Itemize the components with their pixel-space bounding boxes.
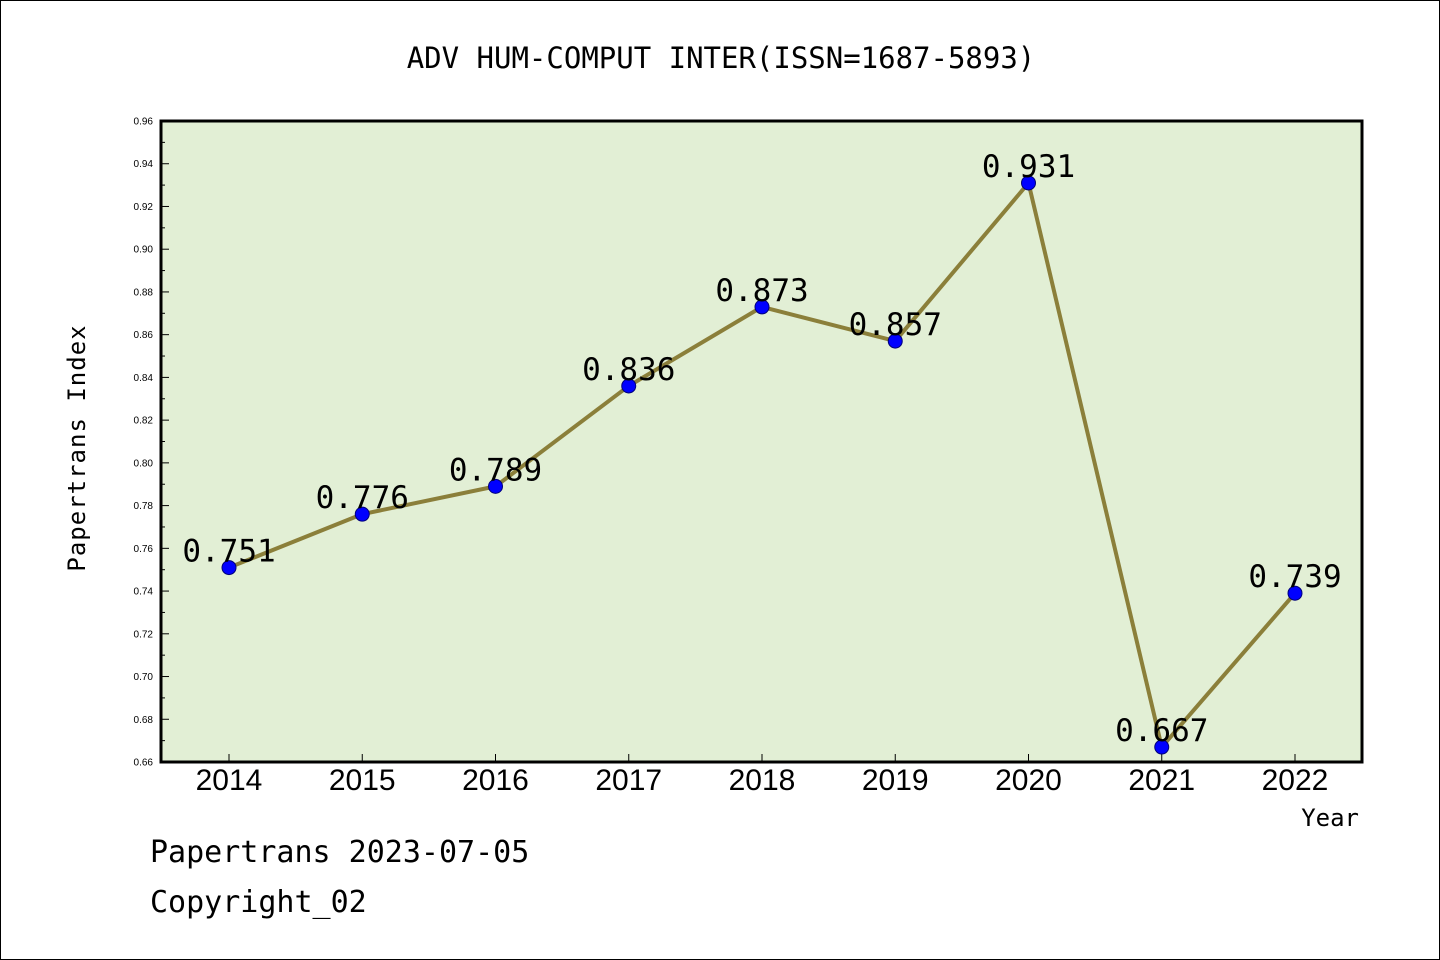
y-tick-label: 0.88 (134, 287, 154, 298)
y-tick-label: 0.76 (134, 544, 154, 555)
plot-area (161, 121, 1362, 762)
x-tick-label: 2014 (196, 764, 263, 797)
x-tick-label: 2020 (995, 764, 1062, 797)
y-tick-label: 0.96 (134, 117, 154, 128)
footer-date: Papertrans 2023-07-05 (150, 835, 530, 870)
footer-copyright: Copyright_02 (150, 885, 367, 920)
data-point (754, 299, 770, 315)
x-tick-label: 2015 (329, 764, 396, 797)
x-tick-label: 2016 (462, 764, 529, 797)
y-tick-label: 0.84 (134, 373, 154, 384)
data-point (1154, 739, 1170, 755)
y-axis-label: Papertrans Index (63, 324, 91, 571)
y-tick-label: 0.92 (134, 202, 154, 213)
data-point (1021, 175, 1036, 191)
y-tick-label: 0.80 (134, 458, 154, 469)
y-tick-label: 0.90 (134, 245, 154, 256)
chart-title: ADV HUM-COMPUT INTER(ISSN=1687-5893) (407, 41, 1036, 75)
y-tick-label: 0.72 (134, 629, 154, 640)
data-point (221, 560, 237, 576)
data-label: 0.739 (1248, 559, 1341, 595)
data-label: 0.857 (849, 307, 942, 343)
data-label: 0.667 (1115, 713, 1208, 749)
data-label: 0.836 (582, 352, 675, 388)
data-point (488, 478, 503, 494)
data-label: 0.776 (316, 480, 409, 516)
data-point (354, 506, 370, 522)
series-line: 0.751 0.776 0.789 0.836 0.873 0.857 0.931 0.667… (182, 149, 1342, 755)
x-tick-label: 2017 (595, 764, 662, 797)
x-tick-label: 2018 (729, 764, 796, 797)
x-tick-label: 2022 (1262, 764, 1329, 797)
data-point (887, 333, 903, 349)
data-label: 0.931 (982, 149, 1075, 185)
y-tick-label: 0.68 (134, 715, 154, 726)
y-axis: 0.66 0.68 0.70 0.72 0.74 0.76 0.78 0.80 0.82 0.84… (134, 117, 169, 769)
data-label: 0.873 (715, 273, 808, 309)
y-tick-label: 0.74 (134, 587, 154, 598)
data-label: 0.751 (182, 534, 275, 570)
y-tick-label: 0.86 (134, 330, 154, 341)
data-point (621, 378, 637, 394)
y-tick-label: 0.94 (134, 159, 154, 170)
data-point (1287, 585, 1303, 601)
plot-border (159, 119, 1364, 764)
x-axis: 2014 2015 2016 2017 2018 2019 2020 2021 2022 (196, 754, 1329, 797)
y-tick-label: 0.70 (134, 672, 154, 683)
y-tick-label: 0.66 (134, 758, 154, 769)
x-axis-label: Year (1301, 804, 1359, 832)
x-tick-label: 2019 (862, 764, 929, 797)
y-tick-label: 0.82 (134, 416, 154, 427)
x-tick-label: 2021 (1128, 764, 1195, 797)
data-label: 0.789 (449, 452, 542, 488)
y-tick-label: 0.78 (134, 501, 154, 512)
